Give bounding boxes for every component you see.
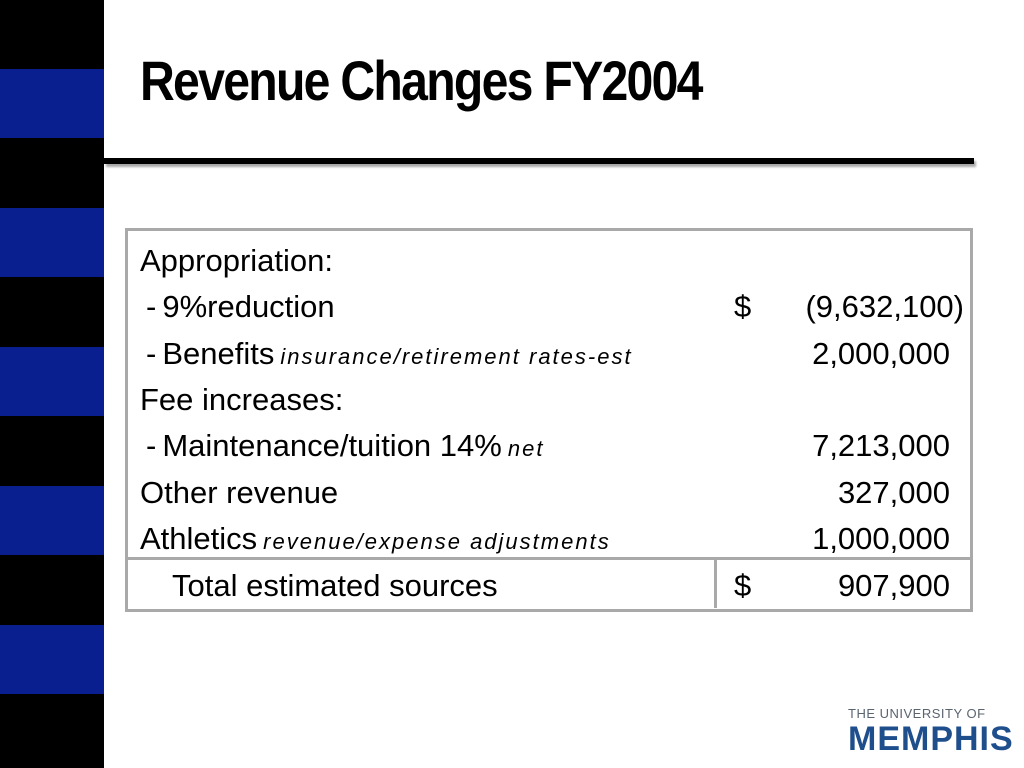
row-label: Maintenance/tuition 14% bbox=[162, 428, 502, 463]
table-row: - Maintenance/tuition 14% net 7,213,000 bbox=[128, 420, 970, 466]
revenue-table: Appropriation: -9%reduction $ (9,632,100… bbox=[125, 228, 973, 612]
row-note: revenue/expense adjustments bbox=[263, 529, 611, 554]
row-label: Appropriation: bbox=[140, 243, 334, 278]
logo-line-2: MEMPHIS bbox=[848, 720, 1014, 758]
total-row: Total estimated sources $ 907,900 bbox=[128, 557, 970, 608]
table-row: -9%reduction $ (9,632,100) bbox=[128, 281, 970, 327]
left-decorative-stripe bbox=[0, 0, 104, 768]
table-row: Athletics revenue/expense adjustments 1,0… bbox=[128, 513, 970, 559]
dollar-sign: $ bbox=[734, 289, 752, 324]
row-label: Other revenue bbox=[140, 475, 339, 510]
row-label-group: - Benefits insurance/retirement rates-est bbox=[146, 336, 633, 372]
row-amount: 7,213,000 bbox=[812, 428, 950, 463]
row-label-group: -9%reduction bbox=[146, 289, 335, 325]
dollar-sign: $ bbox=[734, 568, 752, 603]
row-note: net bbox=[507, 436, 545, 461]
stripe-block bbox=[0, 625, 104, 694]
title-underline bbox=[104, 158, 974, 164]
row-amount: 2,000,000 bbox=[812, 336, 950, 371]
row-amount: (9,632,100) bbox=[805, 289, 964, 324]
row-label: Athletics bbox=[140, 521, 258, 556]
university-logo: THE UNIVERSITY OF MEMPHIS bbox=[848, 706, 1016, 762]
stripe-block bbox=[0, 486, 104, 555]
stripe-block bbox=[0, 347, 104, 416]
bullet-dash: - bbox=[146, 428, 157, 463]
row-label-group: - Maintenance/tuition 14% net bbox=[146, 428, 544, 464]
total-amount: 907,900 bbox=[837, 568, 950, 603]
row-label-group: Athletics revenue/expense adjustments bbox=[140, 521, 611, 557]
row-label: 9%reduction bbox=[162, 289, 335, 324]
table-row: - Benefits insurance/retirement rates-est … bbox=[128, 328, 970, 374]
row-label: Benefits bbox=[162, 336, 275, 371]
total-label: Total estimated sources bbox=[172, 568, 498, 603]
stripe-block bbox=[0, 208, 104, 277]
logo-line-1: THE UNIVERSITY OF bbox=[848, 706, 986, 721]
row-amount: 1,000,000 bbox=[812, 521, 950, 556]
row-label: Fee increases: bbox=[140, 382, 344, 417]
stripe-block bbox=[0, 69, 104, 138]
row-note: insurance/retirement rates-est bbox=[280, 344, 633, 369]
table-row: Appropriation: bbox=[128, 235, 970, 281]
bullet-dash: - bbox=[146, 336, 157, 371]
total-label-cell: Total estimated sources bbox=[128, 560, 717, 608]
table-row: Fee increases: bbox=[128, 374, 970, 420]
slide-title: Revenue Changes FY2004 bbox=[140, 49, 703, 112]
row-amount: 327,000 bbox=[837, 475, 950, 510]
bullet-dash: - bbox=[146, 289, 157, 324]
table-row: Other revenue 327,000 bbox=[128, 467, 970, 513]
